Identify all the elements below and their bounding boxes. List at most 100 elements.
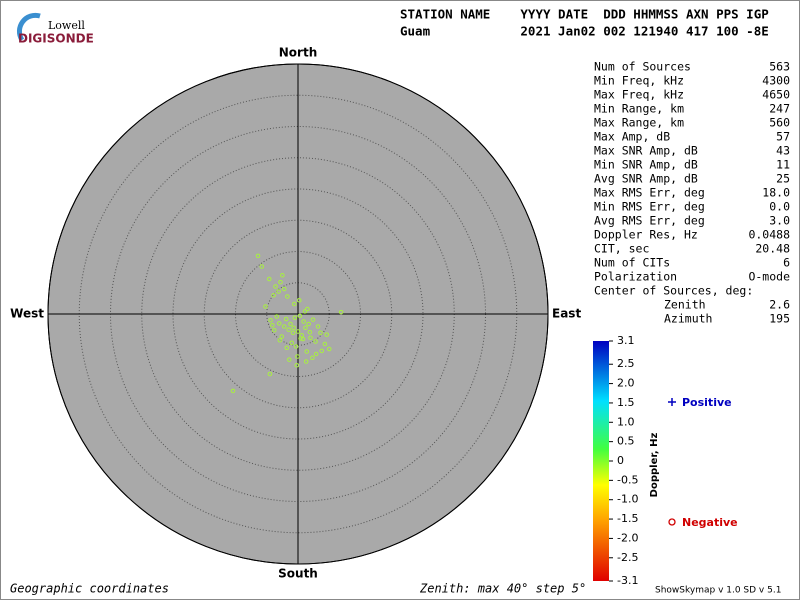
legend-symbol (668, 518, 676, 526)
stat-label: Center of Sources, deg: (594, 284, 753, 298)
stat-value: 57 (776, 130, 790, 144)
source-point (318, 330, 323, 336)
colorbar-tick-label: 0.5 (617, 435, 635, 448)
source-point (305, 306, 310, 312)
stat-label: Max SNR Amp, dB (594, 144, 698, 158)
source-point (304, 349, 310, 354)
source-point (271, 292, 276, 298)
legend-label: Positive (682, 396, 732, 409)
footer-middle: Zenith: max 40° step 5° (419, 582, 586, 596)
source-point (315, 324, 321, 329)
source-point (279, 334, 285, 339)
stat-value: 20.48 (755, 242, 790, 256)
source-point (281, 324, 287, 329)
source-point (295, 329, 301, 334)
stat-value: 43 (776, 144, 790, 158)
colorbar-tick-label: 0 (617, 454, 624, 467)
stat-label: Min Freq, kHz (594, 74, 684, 88)
stat-value: O-mode (748, 270, 790, 284)
stat-label: Max Amp, dB (594, 130, 670, 144)
source-point (263, 304, 268, 309)
stat-value: 6 (783, 256, 790, 270)
source-point (298, 336, 303, 341)
source-point (230, 388, 236, 394)
source-point (255, 253, 261, 259)
stat-label: CIT, sec (594, 242, 649, 256)
source-point (293, 344, 299, 349)
stat-value: 4650 (762, 88, 790, 102)
source-point (276, 321, 282, 326)
stat-label: Polarization (594, 270, 677, 284)
colorbar-tick-label: -2.5 (617, 551, 638, 564)
direction-label: West (10, 307, 44, 321)
colorbar-tick-label: -1.5 (617, 512, 638, 525)
stat-value: 25 (776, 172, 790, 186)
stat-value: 18.0 (762, 186, 790, 200)
stat-value: 560 (769, 116, 790, 130)
logo-text: DIGISONDE (18, 32, 94, 46)
stat-label: Num of CITs (594, 256, 670, 270)
source-point (284, 345, 290, 351)
source-point (259, 264, 265, 269)
source-point (281, 286, 287, 292)
source-point (267, 371, 273, 377)
colorbar-tick-label: 3.1 (617, 334, 635, 347)
source-point (308, 335, 313, 341)
source-point (306, 321, 311, 327)
source-point (274, 314, 280, 319)
colorbar-tick-label: 2.0 (617, 377, 635, 390)
source-point (283, 316, 289, 322)
source-point (280, 272, 285, 278)
source-point (313, 351, 319, 357)
stat-label: Azimuth (664, 312, 712, 326)
source-point (271, 327, 277, 333)
source-point (291, 301, 297, 307)
stat-label: Max Freq, kHz (594, 88, 684, 102)
source-point (278, 279, 283, 285)
stat-label: Min RMS Err, deg (594, 200, 705, 214)
source-point (313, 339, 318, 344)
stat-value: 0.0 (769, 200, 790, 214)
stat-label: Avg SNR Amp, dB (594, 172, 698, 186)
stat-value: 0.0488 (748, 228, 790, 242)
stat-label: Num of Sources (594, 60, 691, 74)
stat-label: Doppler Res, Hz (594, 228, 698, 242)
source-point (295, 354, 300, 359)
stat-value: 11 (776, 158, 790, 172)
source-point (273, 284, 278, 289)
stat-value: 2.6 (769, 298, 790, 312)
colorbar-tick-label: -1.0 (617, 493, 638, 506)
stat-label: Zenith (664, 298, 706, 312)
stat-label: Max Range, km (594, 116, 684, 130)
direction-label: North (279, 46, 317, 60)
source-point (294, 362, 300, 368)
source-point (303, 359, 309, 364)
footer-left: Geographic coordinates (10, 582, 169, 596)
source-point (301, 319, 306, 324)
source-point (276, 289, 281, 294)
source-point (291, 325, 296, 331)
colorbar-tick-label: -3.1 (617, 574, 638, 587)
colorbar-tick-label: 2.5 (617, 357, 635, 370)
stat-label: Avg RMS Err, deg (594, 214, 705, 228)
source-point (289, 340, 295, 346)
source-point (285, 294, 290, 299)
header-labels: STATION NAME YYYY DATE DDD HHMMSS AXN PP… (400, 7, 769, 22)
source-point (297, 313, 303, 319)
source-point (302, 309, 308, 314)
source-point (300, 336, 306, 342)
source-point (324, 332, 330, 337)
source-point (303, 325, 308, 331)
source-point (288, 321, 293, 327)
source-point (326, 346, 332, 352)
logo-arc (16, 12, 41, 42)
header-values: Guam 2021 Jan02 002 121940 417 100 -8E (400, 24, 769, 39)
source-point (338, 309, 344, 315)
logo-text: Lowell (48, 19, 85, 32)
source-point (290, 330, 296, 336)
source-point (286, 357, 292, 362)
colorbar-tick-label: -2.0 (617, 531, 638, 544)
source-point (268, 317, 273, 323)
source-point (310, 317, 316, 322)
